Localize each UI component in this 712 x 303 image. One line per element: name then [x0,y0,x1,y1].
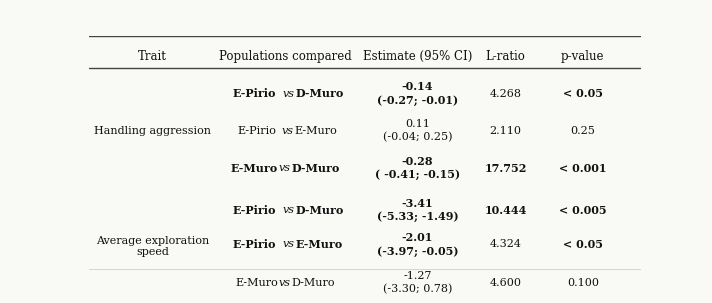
Text: -0.28: -0.28 [402,156,433,167]
Text: (-5.33; -1.49): (-5.33; -1.49) [377,211,458,222]
Text: 4.268: 4.268 [490,88,522,98]
Text: D-Muro: D-Muro [292,163,340,174]
Text: vs: vs [283,88,295,98]
Text: Handling aggression: Handling aggression [94,126,211,136]
Text: -0.14: -0.14 [402,82,433,92]
Text: < 0.001: < 0.001 [559,163,607,174]
Text: (-0.04; 0.25): (-0.04; 0.25) [382,132,452,143]
Text: < 0.05: < 0.05 [563,239,603,250]
Text: D-Muro: D-Muro [291,278,335,288]
Text: vs: vs [279,278,291,288]
Text: D-Muro: D-Muro [295,205,344,216]
Text: D-Muro: D-Muro [295,88,344,99]
Text: 0.25: 0.25 [570,126,595,136]
Text: -3.41: -3.41 [402,198,433,209]
Text: 4.324: 4.324 [490,239,522,249]
Text: Trait: Trait [138,50,167,63]
Text: Populations compared: Populations compared [219,50,351,63]
Text: 10.444: 10.444 [484,205,527,216]
Text: Average exploration
speed: Average exploration speed [96,235,209,257]
Text: E-Muro: E-Muro [230,163,278,174]
Text: vs: vs [283,239,295,249]
Text: (-3.30; 0.78): (-3.30; 0.78) [382,284,452,294]
Text: -2.01: -2.01 [402,232,433,243]
Text: E-Pirio: E-Pirio [232,205,276,216]
Text: E-Muro: E-Muro [295,126,337,136]
Text: -1.27: -1.27 [403,271,431,281]
Text: Estimate (95% CI): Estimate (95% CI) [362,50,472,63]
Text: ( -0.41; -0.15): ( -0.41; -0.15) [375,169,460,180]
Text: E-Muro: E-Muro [296,239,343,250]
Text: vs: vs [283,205,295,215]
Text: E-Muro: E-Muro [236,278,278,288]
Text: 2.110: 2.110 [490,126,522,136]
Text: (-0.27; -0.01): (-0.27; -0.01) [377,95,458,106]
Text: p-value: p-value [561,50,604,63]
Text: < 0.05: < 0.05 [563,88,603,99]
Text: L-ratio: L-ratio [486,50,525,63]
Text: E-Pirio: E-Pirio [232,88,276,99]
Text: vs: vs [279,163,291,173]
Text: E-Pirio: E-Pirio [237,126,276,136]
Text: 0.100: 0.100 [567,278,599,288]
Text: E-Pirio: E-Pirio [232,239,276,250]
Text: < 0.005: < 0.005 [559,205,607,216]
Text: 4.600: 4.600 [490,278,522,288]
Text: 0.11: 0.11 [405,119,430,129]
Text: (-3.97; -0.05): (-3.97; -0.05) [377,246,458,257]
Text: 17.752: 17.752 [484,163,527,174]
Text: vs: vs [282,126,294,136]
